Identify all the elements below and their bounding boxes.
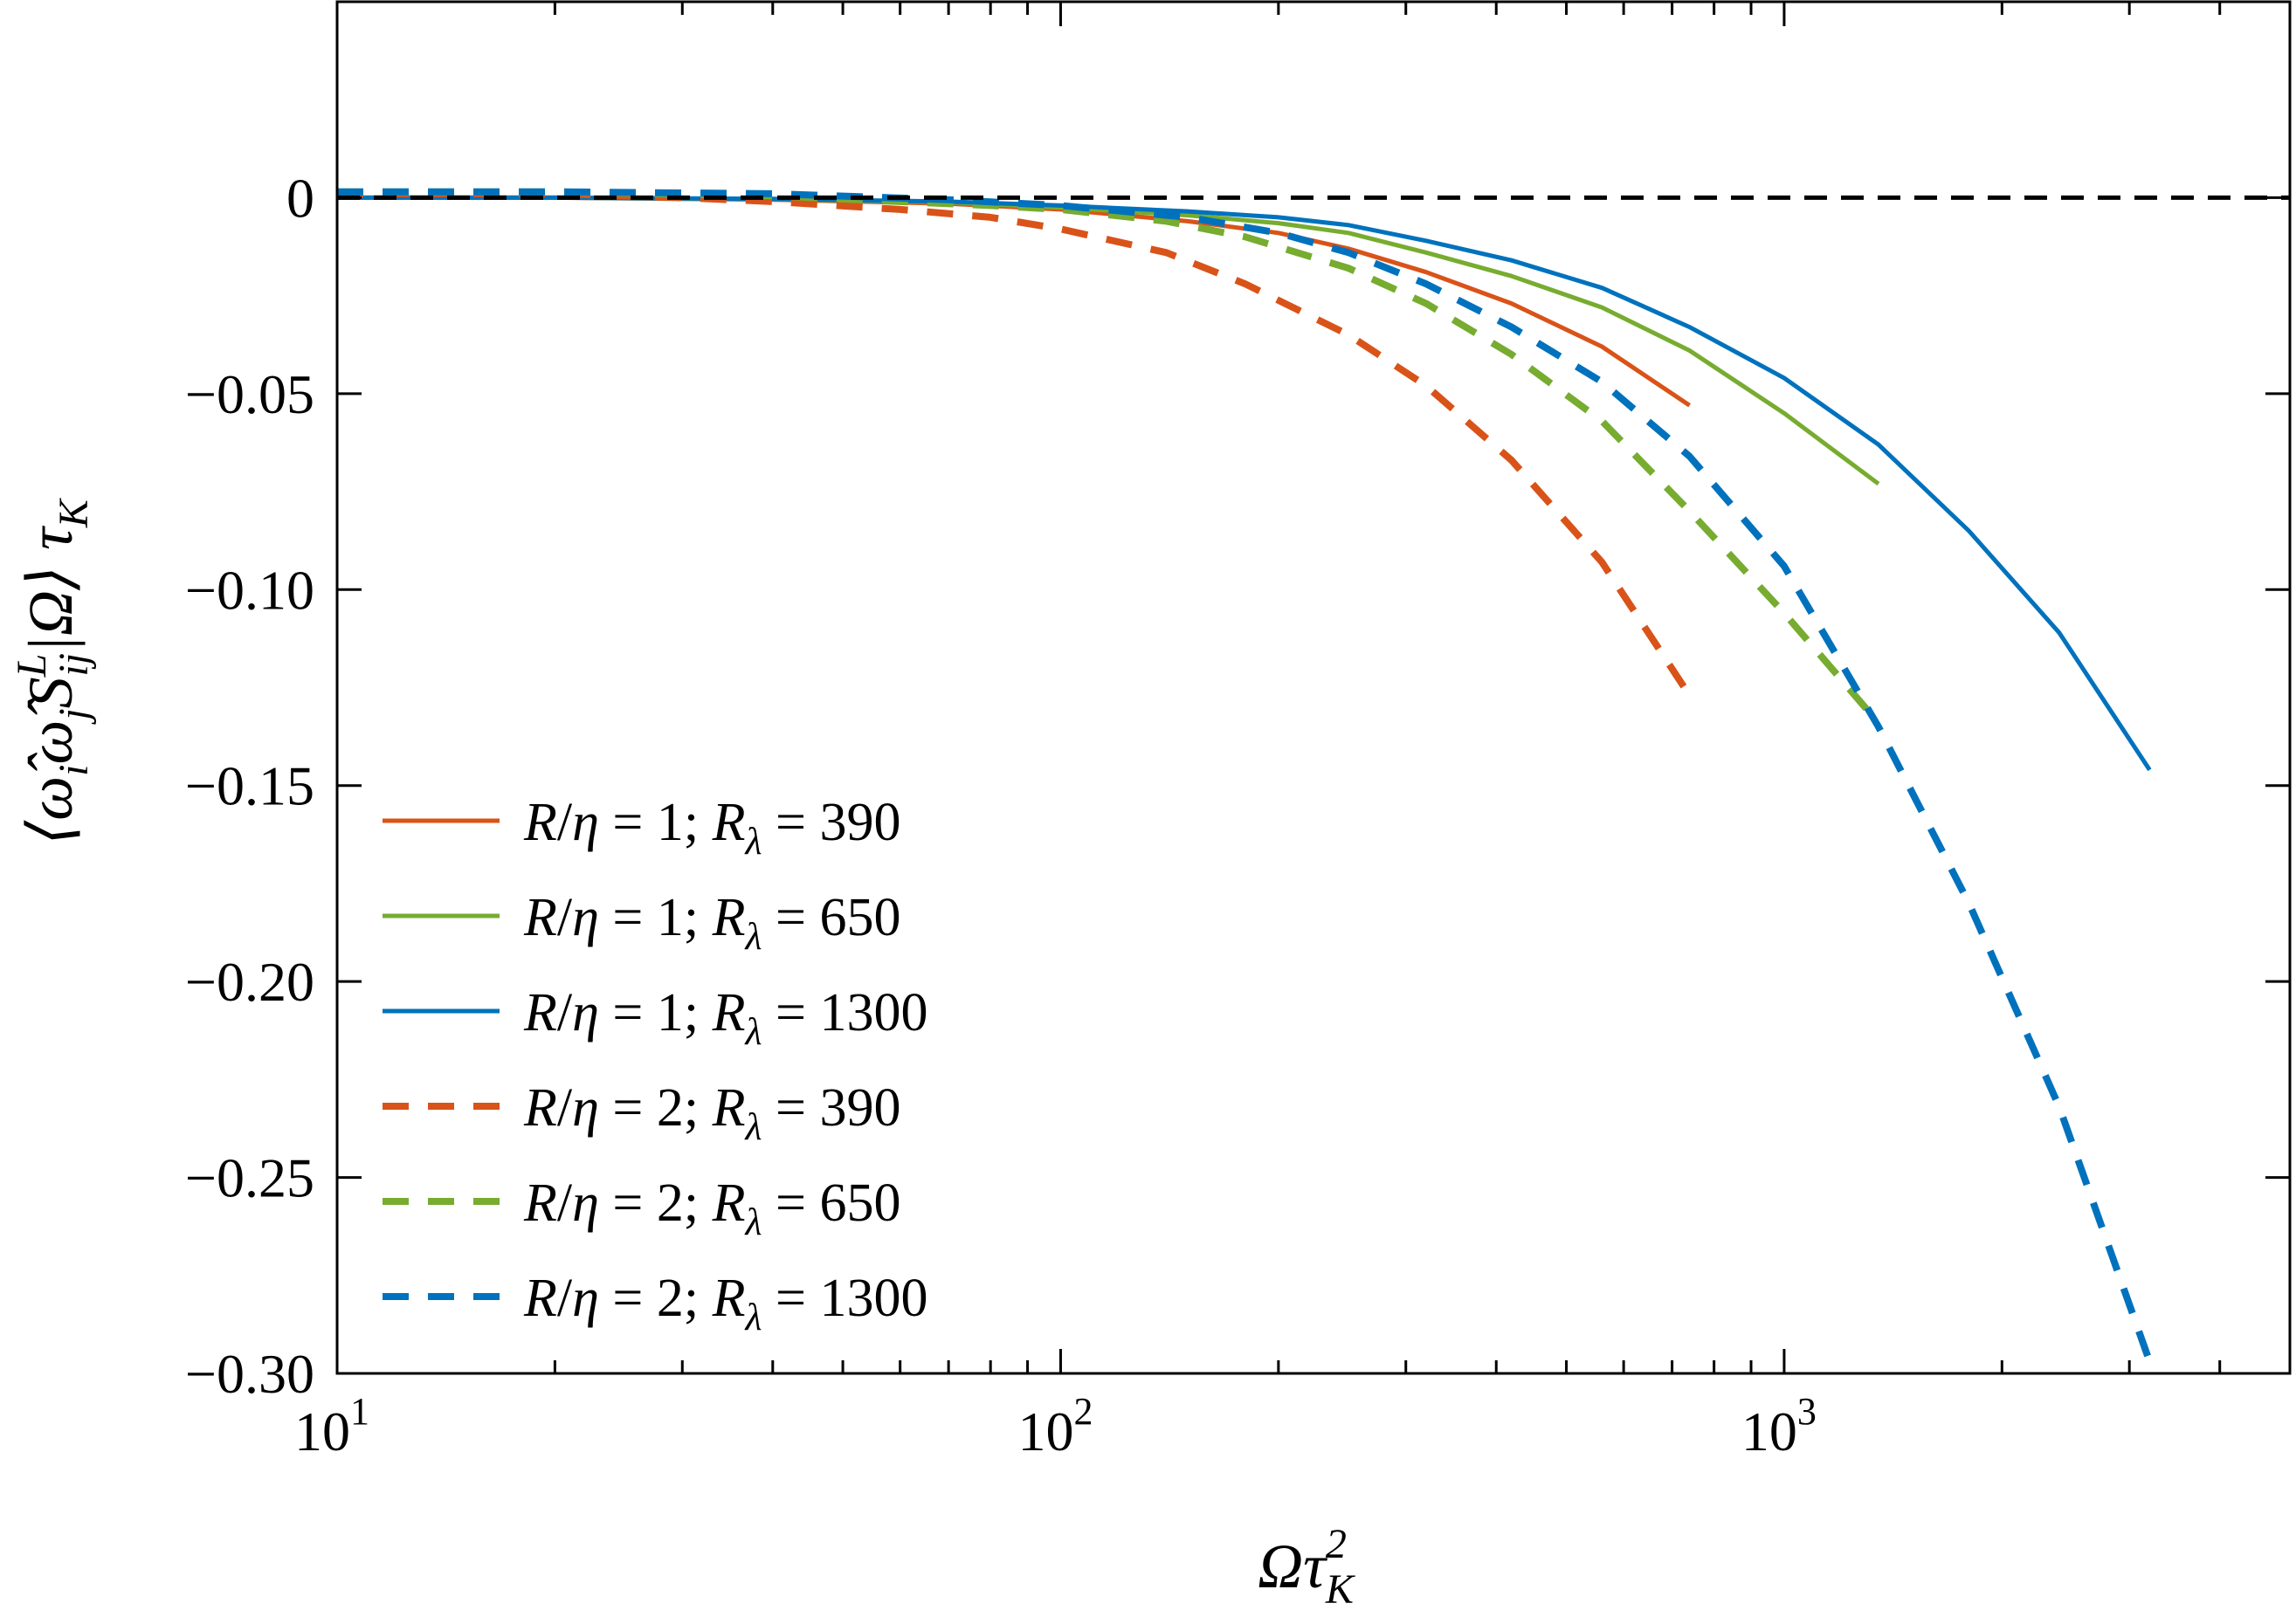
- y-tick-label: 0: [286, 167, 314, 229]
- legend-label-6: R/η = 2; Rλ = 1300: [523, 1269, 927, 1338]
- legend-label-2: R/η = 1; Rλ = 650: [523, 888, 900, 958]
- legend-label-3: R/η = 1; Rλ = 1300: [523, 983, 927, 1053]
- plot-frame: [335, 0, 2292, 1375]
- y-tick-label: −0.25: [185, 1147, 314, 1209]
- x-tick-label: 103: [1741, 1390, 1817, 1462]
- series-line-1: [337, 195, 1691, 408]
- legend: R/η = 1; Rλ = 390 R/η = 1; Rλ = 650 R/η = …: [383, 793, 927, 1338]
- y-tick-label: −0.10: [185, 559, 314, 621]
- y-tick-label: −0.30: [185, 1343, 314, 1405]
- y-tick-label: −0.20: [185, 951, 314, 1013]
- tick-layer: [335, 2, 2292, 1375]
- svg-text:⟨ω̂iω̂jSLij|Ω⟩ τK: ⟨ω̂iω̂jSLij|Ω⟩ τK: [9, 497, 97, 845]
- legend-label-5: R/η = 2; Rλ = 650: [523, 1173, 900, 1243]
- series-line-4: [337, 189, 1693, 698]
- x-tick-label: 101: [294, 1390, 369, 1462]
- y-tick-label: −0.15: [185, 755, 314, 817]
- legend-label-4: R/η = 2; Rλ = 390: [523, 1078, 900, 1148]
- x-axis-label: Ωτ2 K: [1258, 1521, 1356, 1613]
- tick-label-layer: 101 102 103 0 −0.05 −0.10 −0.15 −0.20 −0.25 −0.30: [185, 167, 1817, 1462]
- y-tick-label: −0.05: [185, 363, 314, 425]
- legend-label-1: R/η = 1; Rλ = 390: [523, 793, 900, 863]
- x-tick-label: 102: [1017, 1390, 1093, 1462]
- y-axis-label: ⟨ω̂iω̂jSLij|Ω⟩ τK: [9, 497, 97, 845]
- series-line-5: [337, 188, 1881, 726]
